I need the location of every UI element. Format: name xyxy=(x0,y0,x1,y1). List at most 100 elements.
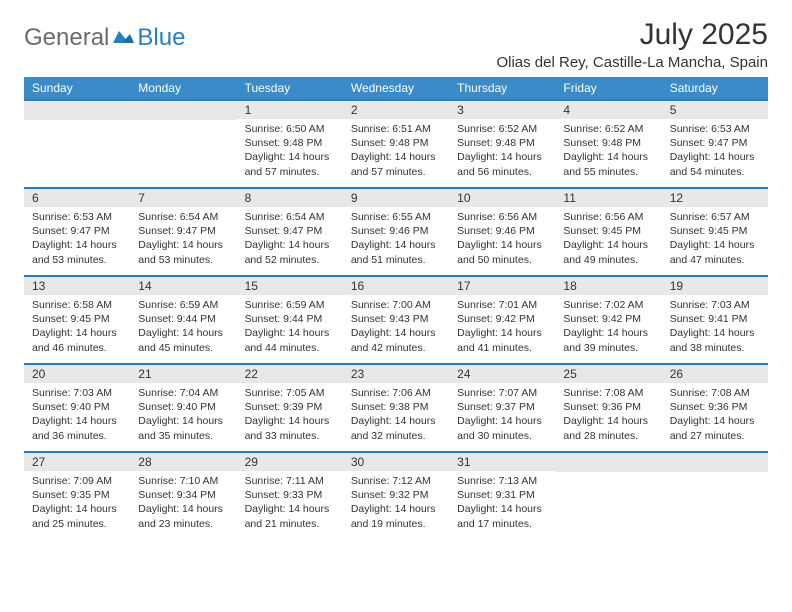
calendar-cell: 29Sunrise: 7:11 AMSunset: 9:33 PMDayligh… xyxy=(237,453,343,539)
day-number: 26 xyxy=(662,365,768,383)
daylight-line: Daylight: 14 hours and 35 minutes. xyxy=(138,414,228,442)
day-number: 2 xyxy=(343,101,449,119)
cell-body: Sunrise: 7:01 AMSunset: 9:42 PMDaylight:… xyxy=(449,295,555,361)
daylight-line: Daylight: 14 hours and 21 minutes. xyxy=(245,502,335,530)
day-number: 12 xyxy=(662,189,768,207)
cell-body: Sunrise: 6:51 AMSunset: 9:48 PMDaylight:… xyxy=(343,119,449,185)
cell-body xyxy=(662,472,768,481)
sunrise-line: Sunrise: 7:01 AM xyxy=(457,298,547,312)
cell-body: Sunrise: 6:58 AMSunset: 9:45 PMDaylight:… xyxy=(24,295,130,361)
cell-body: Sunrise: 7:03 AMSunset: 9:41 PMDaylight:… xyxy=(662,295,768,361)
day-number: 3 xyxy=(449,101,555,119)
sunset-line: Sunset: 9:47 PM xyxy=(32,224,122,238)
calendar-cell: 28Sunrise: 7:10 AMSunset: 9:34 PMDayligh… xyxy=(130,453,236,539)
sunset-line: Sunset: 9:40 PM xyxy=(32,400,122,414)
cell-body: Sunrise: 7:12 AMSunset: 9:32 PMDaylight:… xyxy=(343,471,449,537)
daylight-line: Daylight: 14 hours and 49 minutes. xyxy=(563,238,653,266)
daylight-line: Daylight: 14 hours and 39 minutes. xyxy=(563,326,653,354)
sunrise-line: Sunrise: 6:51 AM xyxy=(351,122,441,136)
sunset-line: Sunset: 9:45 PM xyxy=(563,224,653,238)
cell-body: Sunrise: 6:52 AMSunset: 9:48 PMDaylight:… xyxy=(449,119,555,185)
calendar-cell: 14Sunrise: 6:59 AMSunset: 9:44 PMDayligh… xyxy=(130,277,236,363)
calendar-cell: 9Sunrise: 6:55 AMSunset: 9:46 PMDaylight… xyxy=(343,189,449,275)
day-header: Saturday xyxy=(662,77,768,99)
cell-body: Sunrise: 6:57 AMSunset: 9:45 PMDaylight:… xyxy=(662,207,768,273)
sunrise-line: Sunrise: 6:59 AM xyxy=(245,298,335,312)
sunrise-line: Sunrise: 7:08 AM xyxy=(670,386,760,400)
cell-body: Sunrise: 7:02 AMSunset: 9:42 PMDaylight:… xyxy=(555,295,661,361)
daylight-line: Daylight: 14 hours and 53 minutes. xyxy=(32,238,122,266)
cell-body: Sunrise: 6:54 AMSunset: 9:47 PMDaylight:… xyxy=(130,207,236,273)
cell-body: Sunrise: 7:10 AMSunset: 9:34 PMDaylight:… xyxy=(130,471,236,537)
calendar-cell: 19Sunrise: 7:03 AMSunset: 9:41 PMDayligh… xyxy=(662,277,768,363)
day-number: 30 xyxy=(343,453,449,471)
sunset-line: Sunset: 9:36 PM xyxy=(670,400,760,414)
calendar-cell: 3Sunrise: 6:52 AMSunset: 9:48 PMDaylight… xyxy=(449,101,555,187)
day-headers-row: SundayMondayTuesdayWednesdayThursdayFrid… xyxy=(24,77,768,99)
day-header: Tuesday xyxy=(237,77,343,99)
sunset-line: Sunset: 9:31 PM xyxy=(457,488,547,502)
cell-body: Sunrise: 7:06 AMSunset: 9:38 PMDaylight:… xyxy=(343,383,449,449)
sunrise-line: Sunrise: 7:12 AM xyxy=(351,474,441,488)
calendar-cell xyxy=(130,101,236,187)
week-row: 13Sunrise: 6:58 AMSunset: 9:45 PMDayligh… xyxy=(24,275,768,363)
sunrise-line: Sunrise: 7:10 AM xyxy=(138,474,228,488)
cell-body: Sunrise: 6:59 AMSunset: 9:44 PMDaylight:… xyxy=(237,295,343,361)
calendar-cell xyxy=(24,101,130,187)
calendar-cell: 1Sunrise: 6:50 AMSunset: 9:48 PMDaylight… xyxy=(237,101,343,187)
sunrise-line: Sunrise: 7:05 AM xyxy=(245,386,335,400)
daylight-line: Daylight: 14 hours and 55 minutes. xyxy=(563,150,653,178)
cell-body: Sunrise: 7:05 AMSunset: 9:39 PMDaylight:… xyxy=(237,383,343,449)
sunrise-line: Sunrise: 6:53 AM xyxy=(32,210,122,224)
day-number: 11 xyxy=(555,189,661,207)
daylight-line: Daylight: 14 hours and 47 minutes. xyxy=(670,238,760,266)
sunrise-line: Sunrise: 6:56 AM xyxy=(457,210,547,224)
cell-body: Sunrise: 7:04 AMSunset: 9:40 PMDaylight:… xyxy=(130,383,236,449)
day-number: 7 xyxy=(130,189,236,207)
day-number: 19 xyxy=(662,277,768,295)
sunrise-line: Sunrise: 7:08 AM xyxy=(563,386,653,400)
calendar-cell: 8Sunrise: 6:54 AMSunset: 9:47 PMDaylight… xyxy=(237,189,343,275)
sunset-line: Sunset: 9:46 PM xyxy=(351,224,441,238)
sunrise-line: Sunrise: 7:13 AM xyxy=(457,474,547,488)
day-number xyxy=(24,101,130,120)
cell-body: Sunrise: 6:50 AMSunset: 9:48 PMDaylight:… xyxy=(237,119,343,185)
month-title: July 2025 xyxy=(496,18,768,52)
daylight-line: Daylight: 14 hours and 19 minutes. xyxy=(351,502,441,530)
calendar: SundayMondayTuesdayWednesdayThursdayFrid… xyxy=(24,77,768,539)
sunset-line: Sunset: 9:42 PM xyxy=(457,312,547,326)
day-header: Thursday xyxy=(449,77,555,99)
calendar-cell: 23Sunrise: 7:06 AMSunset: 9:38 PMDayligh… xyxy=(343,365,449,451)
sunset-line: Sunset: 9:39 PM xyxy=(245,400,335,414)
daylight-line: Daylight: 14 hours and 53 minutes. xyxy=(138,238,228,266)
calendar-cell: 11Sunrise: 6:56 AMSunset: 9:45 PMDayligh… xyxy=(555,189,661,275)
cell-body xyxy=(24,120,130,129)
daylight-line: Daylight: 14 hours and 28 minutes. xyxy=(563,414,653,442)
day-number: 22 xyxy=(237,365,343,383)
calendar-cell: 6Sunrise: 6:53 AMSunset: 9:47 PMDaylight… xyxy=(24,189,130,275)
cell-body: Sunrise: 7:07 AMSunset: 9:37 PMDaylight:… xyxy=(449,383,555,449)
sunrise-line: Sunrise: 6:50 AM xyxy=(245,122,335,136)
daylight-line: Daylight: 14 hours and 56 minutes. xyxy=(457,150,547,178)
calendar-cell: 24Sunrise: 7:07 AMSunset: 9:37 PMDayligh… xyxy=(449,365,555,451)
sunrise-line: Sunrise: 6:58 AM xyxy=(32,298,122,312)
sunset-line: Sunset: 9:45 PM xyxy=(670,224,760,238)
cell-body: Sunrise: 6:55 AMSunset: 9:46 PMDaylight:… xyxy=(343,207,449,273)
cell-body: Sunrise: 6:56 AMSunset: 9:46 PMDaylight:… xyxy=(449,207,555,273)
day-number: 31 xyxy=(449,453,555,471)
daylight-line: Daylight: 14 hours and 52 minutes. xyxy=(245,238,335,266)
day-number: 15 xyxy=(237,277,343,295)
day-header: Monday xyxy=(130,77,236,99)
calendar-cell: 17Sunrise: 7:01 AMSunset: 9:42 PMDayligh… xyxy=(449,277,555,363)
day-number xyxy=(662,453,768,472)
cell-body: Sunrise: 6:56 AMSunset: 9:45 PMDaylight:… xyxy=(555,207,661,273)
sunset-line: Sunset: 9:44 PM xyxy=(138,312,228,326)
calendar-cell: 4Sunrise: 6:52 AMSunset: 9:48 PMDaylight… xyxy=(555,101,661,187)
sunrise-line: Sunrise: 7:11 AM xyxy=(245,474,335,488)
day-number: 5 xyxy=(662,101,768,119)
day-header: Wednesday xyxy=(343,77,449,99)
day-header: Sunday xyxy=(24,77,130,99)
day-number: 17 xyxy=(449,277,555,295)
daylight-line: Daylight: 14 hours and 46 minutes. xyxy=(32,326,122,354)
cell-body xyxy=(555,472,661,481)
